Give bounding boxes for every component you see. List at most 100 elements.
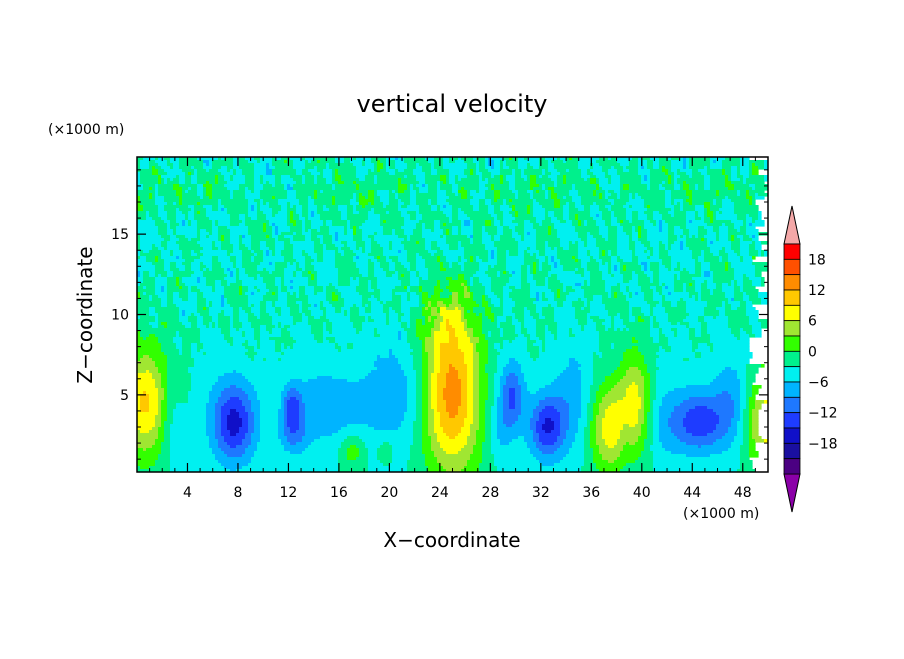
contour-cell xyxy=(374,232,378,236)
contour-cell xyxy=(311,304,315,308)
contour-cell xyxy=(245,331,255,335)
contour-cell xyxy=(755,241,762,245)
contour-cell xyxy=(650,319,654,323)
contour-cell xyxy=(401,364,414,368)
contour-cell xyxy=(509,253,519,257)
contour-cell xyxy=(401,337,408,341)
contour-cell xyxy=(194,205,204,209)
contour-cell xyxy=(299,292,306,296)
contour-cell xyxy=(743,277,750,281)
contour-cell xyxy=(338,235,354,239)
contour-cell xyxy=(317,193,354,197)
contour-cell xyxy=(137,322,150,326)
contour-cell xyxy=(419,181,426,185)
contour-cell xyxy=(356,265,369,269)
contour-cell xyxy=(746,373,756,377)
contour-cell xyxy=(170,220,177,224)
contour-cell xyxy=(488,355,498,359)
contour-cell xyxy=(617,367,630,371)
contour-cell xyxy=(167,229,174,233)
contour-cell xyxy=(251,241,261,245)
contour-cell xyxy=(149,214,159,218)
contour-cell xyxy=(668,223,687,227)
contour-cell xyxy=(272,211,279,215)
contour-cell xyxy=(650,280,654,284)
contour-cell xyxy=(167,232,174,236)
contour-cell xyxy=(545,256,549,260)
contour-cell xyxy=(602,262,606,266)
contour-cell xyxy=(212,226,219,230)
contour-cell xyxy=(494,304,501,308)
contour-cell xyxy=(512,271,516,275)
contour-cell xyxy=(551,220,561,224)
contour-cell xyxy=(179,163,204,167)
contour-cell xyxy=(185,214,189,218)
contour-cell xyxy=(569,190,579,194)
contour-cell xyxy=(221,235,225,239)
contour-cell xyxy=(581,307,585,311)
contour-cell xyxy=(242,322,252,326)
contour-cell xyxy=(674,283,684,287)
contour-cell xyxy=(173,337,183,341)
contour-cell xyxy=(332,172,336,176)
contour-cell xyxy=(737,253,741,257)
contour-cell xyxy=(647,235,669,239)
contour-cell xyxy=(620,316,630,320)
contour-cell xyxy=(143,250,150,254)
contour-cell xyxy=(677,235,681,239)
contour-cell xyxy=(308,196,312,200)
contour-cell xyxy=(284,256,294,260)
contour-cell xyxy=(740,331,747,335)
contour-cell xyxy=(710,268,726,272)
contour-cell xyxy=(686,214,696,218)
contour-cell xyxy=(557,331,570,335)
contour-cell xyxy=(551,259,555,263)
contour-cell xyxy=(389,349,393,353)
contour-cell xyxy=(608,250,612,254)
contour-cell xyxy=(287,298,309,302)
contour-cell xyxy=(545,196,549,200)
contour-cell xyxy=(740,178,744,182)
contour-cell xyxy=(677,172,687,176)
contour-cell xyxy=(554,256,558,260)
contour-cell xyxy=(533,196,546,200)
contour-cell xyxy=(674,229,684,233)
contour-cell xyxy=(482,238,492,242)
contour-cell xyxy=(659,250,669,254)
contour-cell xyxy=(287,301,297,305)
contour-cell xyxy=(749,223,753,227)
contour-cell xyxy=(383,250,399,254)
contour-cell xyxy=(362,295,372,299)
contour-cell xyxy=(572,184,576,188)
contour-cell xyxy=(428,319,432,323)
contour-cell xyxy=(656,319,669,323)
contour-cell xyxy=(290,217,294,221)
contour-cell xyxy=(554,166,579,170)
contour-cell xyxy=(638,277,651,281)
contour-cell xyxy=(176,217,186,221)
contour-cell xyxy=(431,313,441,317)
contour-cell xyxy=(227,169,231,173)
contour-cell xyxy=(740,244,750,248)
contour-cell xyxy=(323,190,369,194)
contour-cell xyxy=(356,196,360,200)
contour-cell xyxy=(629,367,639,371)
contour-cell xyxy=(347,223,351,227)
contour-cell xyxy=(137,232,159,236)
contour-cell xyxy=(428,277,447,281)
contour-cell xyxy=(452,295,459,299)
contour-cell xyxy=(611,325,615,329)
contour-cell xyxy=(251,304,255,308)
contour-cell xyxy=(764,175,768,179)
contour-cell xyxy=(434,157,444,161)
contour-cell xyxy=(344,229,348,233)
contour-cell xyxy=(467,331,474,335)
contour-cell xyxy=(659,253,669,257)
contour-cell xyxy=(191,325,198,329)
contour-cell xyxy=(539,223,543,227)
contour-cell xyxy=(260,310,267,314)
contour-cell xyxy=(422,298,453,302)
contour-cell xyxy=(446,181,450,185)
contour-cell xyxy=(728,319,750,323)
contour-cell xyxy=(689,175,693,179)
